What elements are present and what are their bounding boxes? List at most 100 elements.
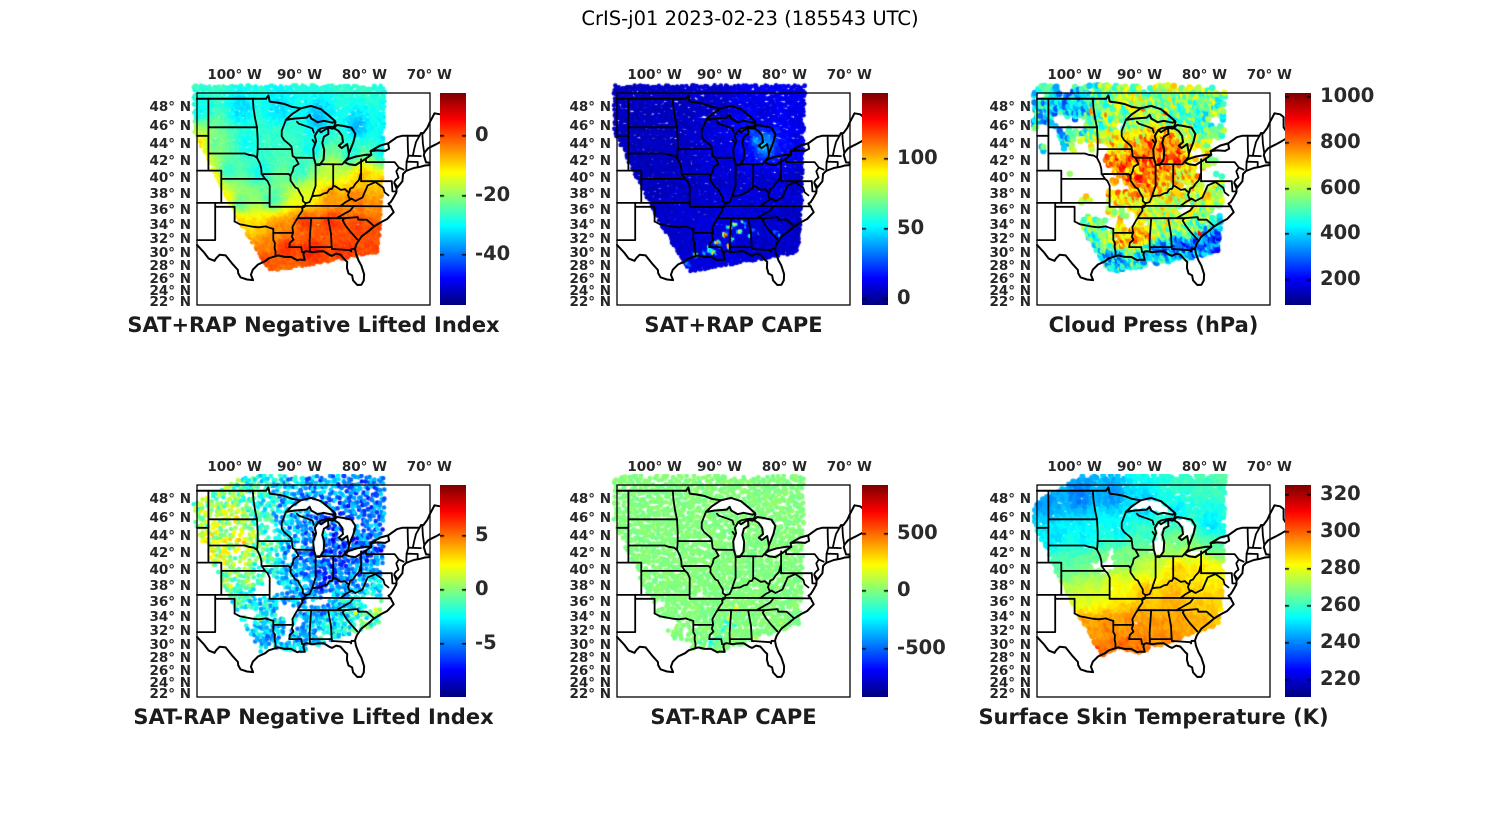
colorbar bbox=[1285, 93, 1311, 305]
map-line bbox=[196, 561, 223, 596]
map-line bbox=[280, 119, 307, 248]
map-line bbox=[737, 121, 757, 131]
map-line bbox=[1179, 589, 1193, 599]
panel-title: Cloud Press (hPa) bbox=[1048, 313, 1259, 337]
map-line bbox=[207, 152, 258, 159]
map-line bbox=[296, 512, 315, 526]
lat-tick-label: 28° N bbox=[569, 258, 611, 275]
map-line bbox=[317, 513, 337, 523]
map-line bbox=[1112, 228, 1117, 257]
map-line bbox=[1120, 119, 1147, 248]
colorbar bbox=[440, 93, 466, 305]
map-line bbox=[751, 639, 776, 645]
lat-tick-label: 32° N bbox=[569, 231, 611, 248]
map-line bbox=[747, 609, 753, 642]
map-line bbox=[397, 558, 405, 563]
map-line bbox=[1181, 609, 1199, 633]
lat-tick-label: 28° N bbox=[149, 650, 191, 667]
panel-title: SAT+RAP CAPE bbox=[644, 313, 823, 337]
map-line bbox=[1261, 524, 1266, 546]
map-line bbox=[634, 205, 656, 223]
map-line bbox=[1175, 205, 1195, 220]
map-line bbox=[304, 172, 362, 205]
map-line bbox=[634, 597, 656, 615]
lat-tick-label: 42° N bbox=[989, 153, 1031, 170]
lat-tick-label: 22° N bbox=[989, 294, 1031, 311]
map-line bbox=[763, 608, 795, 619]
lat-tick-label: 36° N bbox=[149, 593, 191, 610]
map-line bbox=[1151, 555, 1157, 590]
map-line bbox=[767, 181, 797, 202]
lon-tick-label: 100° W bbox=[1047, 459, 1102, 475]
map-line bbox=[1209, 150, 1213, 156]
map-line bbox=[752, 516, 777, 547]
colorbar bbox=[440, 485, 466, 697]
map-line bbox=[1183, 608, 1215, 619]
map-line bbox=[331, 639, 356, 645]
lon-tick-label: 70° W bbox=[1246, 459, 1292, 475]
lon-tick-label: 100° W bbox=[627, 459, 682, 475]
map-line bbox=[256, 156, 271, 208]
map-line bbox=[627, 152, 678, 159]
map-line bbox=[759, 197, 773, 207]
map-line bbox=[747, 518, 755, 522]
colorbar-tick-label: 5 bbox=[475, 523, 489, 546]
map-line bbox=[676, 156, 691, 208]
map-line bbox=[1175, 597, 1195, 612]
map-line bbox=[1251, 134, 1261, 157]
map-line bbox=[343, 152, 350, 163]
colorbar-tick-label: 0 bbox=[475, 577, 489, 600]
map-line bbox=[676, 126, 679, 159]
map-line bbox=[751, 247, 776, 253]
map-line bbox=[1124, 104, 1177, 124]
map-line bbox=[1036, 94, 1142, 110]
lat-tick-label: 40° N bbox=[989, 561, 1031, 578]
map-line bbox=[763, 216, 795, 227]
map-line bbox=[759, 589, 773, 599]
map-line bbox=[794, 573, 810, 589]
map-line bbox=[317, 121, 337, 131]
map-line bbox=[196, 169, 223, 204]
lon-tick-label: 90° W bbox=[1116, 459, 1163, 475]
map-line bbox=[724, 172, 782, 205]
lat-tick-label: 38° N bbox=[989, 578, 1031, 595]
lat-tick-label: 40° N bbox=[989, 169, 1031, 186]
lat-tick-label: 40° N bbox=[149, 561, 191, 578]
map-line bbox=[1096, 518, 1099, 551]
colorbar bbox=[862, 485, 888, 697]
lat-tick-label: 26° N bbox=[149, 662, 191, 679]
lat-tick-label: 38° N bbox=[569, 578, 611, 595]
map-line bbox=[311, 139, 316, 145]
map-line bbox=[1120, 511, 1147, 640]
map-line bbox=[789, 142, 811, 153]
map-line bbox=[256, 126, 259, 159]
map-line bbox=[825, 552, 839, 561]
map-line bbox=[256, 518, 259, 551]
lat-tick-label: 44° N bbox=[989, 135, 1031, 152]
lat-tick-label: 26° N bbox=[989, 662, 1031, 679]
map-frame bbox=[1036, 92, 1271, 306]
map-line bbox=[196, 504, 450, 678]
map-line bbox=[1054, 597, 1076, 615]
lat-tick-label: 40° N bbox=[149, 169, 191, 186]
map-line bbox=[1096, 156, 1111, 208]
lon-tick-label: 90° W bbox=[696, 67, 743, 83]
map-line bbox=[1209, 142, 1231, 153]
map-line bbox=[335, 597, 355, 612]
panel-title: SAT-RAP Negative Lifted Index bbox=[133, 705, 494, 729]
map-line bbox=[1036, 594, 1057, 633]
map-line bbox=[1073, 220, 1115, 230]
lat-tick-label: 38° N bbox=[989, 186, 1031, 203]
lon-tick-label: 90° W bbox=[696, 459, 743, 475]
map-line bbox=[1096, 126, 1099, 159]
map-line bbox=[1128, 246, 1143, 254]
lat-tick-label: 24° N bbox=[989, 282, 1031, 299]
lat-tick-label: 42° N bbox=[989, 545, 1031, 562]
map-line bbox=[1151, 139, 1156, 145]
map-line bbox=[1091, 97, 1098, 129]
map-line bbox=[1245, 134, 1250, 172]
panel-title: SAT+RAP Negative Lifted Index bbox=[127, 313, 500, 337]
map-line bbox=[1187, 573, 1217, 594]
lat-tick-label: 40° N bbox=[569, 561, 611, 578]
map-line bbox=[1151, 163, 1157, 198]
